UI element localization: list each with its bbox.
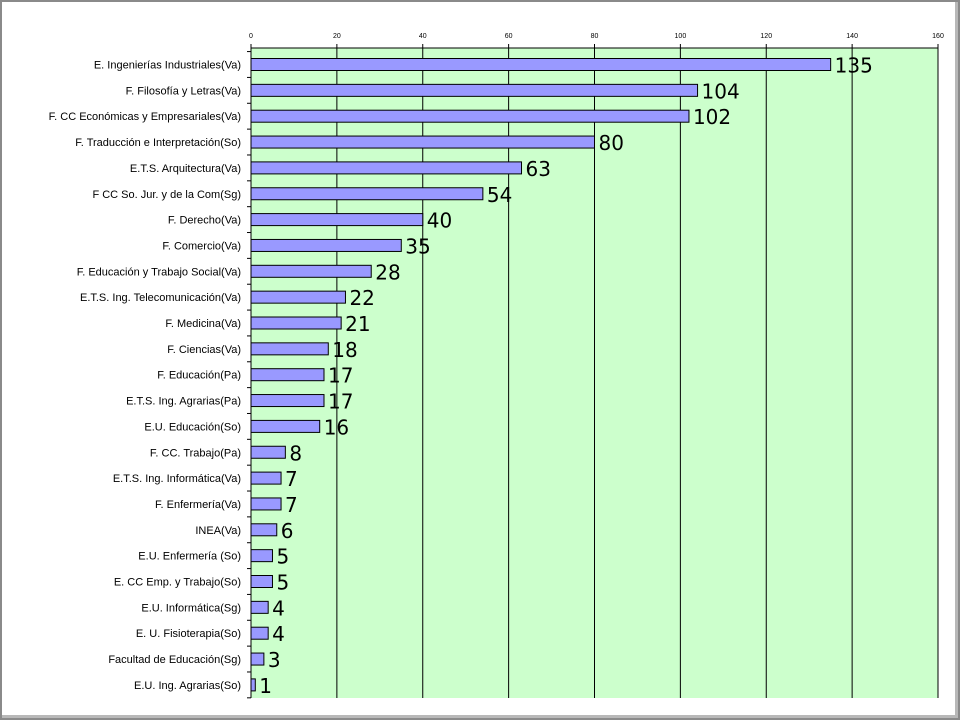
category-label: F. Filosofía y Letras(Va) bbox=[126, 85, 241, 97]
data-label: 3 bbox=[268, 648, 281, 672]
category-label: F. Educación(Pa) bbox=[157, 370, 241, 382]
category-label: INEA(Va) bbox=[195, 525, 241, 537]
bar bbox=[250, 83, 699, 97]
data-label: 1 bbox=[259, 674, 272, 698]
bar bbox=[250, 342, 329, 356]
x-tick-label: 60 bbox=[505, 33, 513, 40]
data-label: 8 bbox=[289, 441, 302, 465]
category-label: F. Derecho(Va) bbox=[168, 215, 241, 227]
data-label: 135 bbox=[835, 54, 873, 78]
data-label: 7 bbox=[285, 467, 298, 491]
category-label: E.T.S. Arquitectura(Va) bbox=[130, 163, 241, 175]
data-label: 63 bbox=[526, 157, 551, 181]
data-label: 4 bbox=[272, 622, 285, 646]
bar bbox=[250, 135, 595, 149]
x-tick-label: 120 bbox=[760, 33, 772, 40]
x-tick-label: 80 bbox=[591, 33, 599, 40]
data-label: 54 bbox=[487, 183, 512, 207]
x-tick-label: 0 bbox=[249, 33, 253, 40]
bar bbox=[250, 187, 484, 201]
bar bbox=[250, 238, 402, 252]
bar bbox=[250, 626, 269, 640]
category-label: F. Educación y Trabajo Social(Va) bbox=[77, 266, 241, 278]
data-label: 4 bbox=[272, 596, 285, 620]
category-label: E. U. Fisioterapia(So) bbox=[136, 628, 241, 640]
category-label: E.T.S. Ing. Telecomunicación(Va) bbox=[80, 292, 241, 304]
category-label: E. CC Emp. y Trabajo(So) bbox=[114, 577, 241, 589]
category-label: F. Traducción e Interpretación(So) bbox=[75, 137, 241, 149]
data-label: 80 bbox=[599, 131, 624, 155]
data-label: 6 bbox=[281, 519, 294, 543]
bar bbox=[250, 575, 273, 588]
gridlines bbox=[336, 48, 939, 698]
data-label: 28 bbox=[375, 260, 400, 284]
category-label: F. CC. Trabajo(Pa) bbox=[150, 447, 241, 459]
bar bbox=[250, 549, 273, 563]
data-label: 21 bbox=[345, 312, 370, 336]
y-axis bbox=[247, 48, 252, 699]
data-label: 104 bbox=[702, 79, 740, 103]
bar bbox=[250, 523, 278, 537]
category-label: F. Ciencias(Va) bbox=[167, 344, 241, 356]
bar bbox=[250, 368, 325, 382]
data-label: 7 bbox=[285, 493, 298, 517]
bar bbox=[250, 678, 256, 692]
data-label: 102 bbox=[693, 105, 731, 129]
data-label: 40 bbox=[427, 209, 452, 233]
category-label: F. Comercio(Va) bbox=[162, 240, 241, 252]
data-label: 22 bbox=[349, 286, 374, 310]
category-label: F. Enfermería(Va) bbox=[155, 499, 241, 511]
bar bbox=[250, 109, 690, 123]
bar bbox=[250, 290, 346, 304]
bar bbox=[250, 471, 282, 485]
data-label: 18 bbox=[332, 338, 357, 362]
x-tick-label: 100 bbox=[675, 33, 687, 40]
category-label: E.U. Ing. Agrarias(So) bbox=[134, 680, 241, 692]
bar bbox=[250, 497, 282, 511]
x-axis: 0 20 40 60 80 100 120 140 160 bbox=[249, 33, 944, 49]
data-label: 17 bbox=[328, 390, 353, 414]
bar bbox=[250, 264, 372, 278]
bar bbox=[250, 445, 286, 459]
category-label: E.T.S. Ing. Informática(Va) bbox=[113, 473, 241, 485]
x-tick-label: 160 bbox=[932, 33, 944, 40]
bar bbox=[250, 161, 523, 175]
x-tick-label: 140 bbox=[846, 33, 858, 40]
bar bbox=[250, 419, 321, 433]
category-label: E.T.S. Ing. Agrarias(Pa) bbox=[126, 396, 241, 408]
bar bbox=[250, 316, 342, 330]
category-label: E. Ingenierías Industriales(Va) bbox=[94, 60, 241, 72]
bar bbox=[250, 600, 269, 614]
bar bbox=[250, 213, 424, 227]
data-label: 5 bbox=[276, 571, 289, 595]
bar bbox=[250, 394, 325, 408]
category-label: E.U. Enfermería (So) bbox=[138, 551, 241, 563]
category-label: E.U. Informática(Sg) bbox=[141, 602, 241, 614]
category-label: E.U. Educación(So) bbox=[144, 421, 241, 433]
category-label: F CC So. Jur. y de la Com(Sg) bbox=[92, 189, 241, 201]
data-label: 17 bbox=[328, 364, 353, 388]
x-tick-label: 20 bbox=[333, 33, 341, 40]
category-label: Facultad de Educación(Sg) bbox=[108, 654, 241, 666]
x-tick-label: 40 bbox=[419, 33, 427, 40]
bar bbox=[250, 58, 832, 71]
data-label: 5 bbox=[276, 545, 289, 569]
bar bbox=[250, 652, 265, 666]
category-labels: E. Ingenierías Industriales(Va) F. Filoso… bbox=[49, 60, 241, 692]
data-label: 35 bbox=[405, 234, 430, 258]
category-label: F. CC Económicas y Empresariales(Va) bbox=[49, 111, 241, 123]
category-label: F. Medicina(Va) bbox=[165, 318, 241, 330]
bars bbox=[250, 58, 832, 692]
data-labels: 1351041028063544035282221181717168776554… bbox=[259, 54, 873, 698]
data-label: 16 bbox=[324, 415, 349, 439]
